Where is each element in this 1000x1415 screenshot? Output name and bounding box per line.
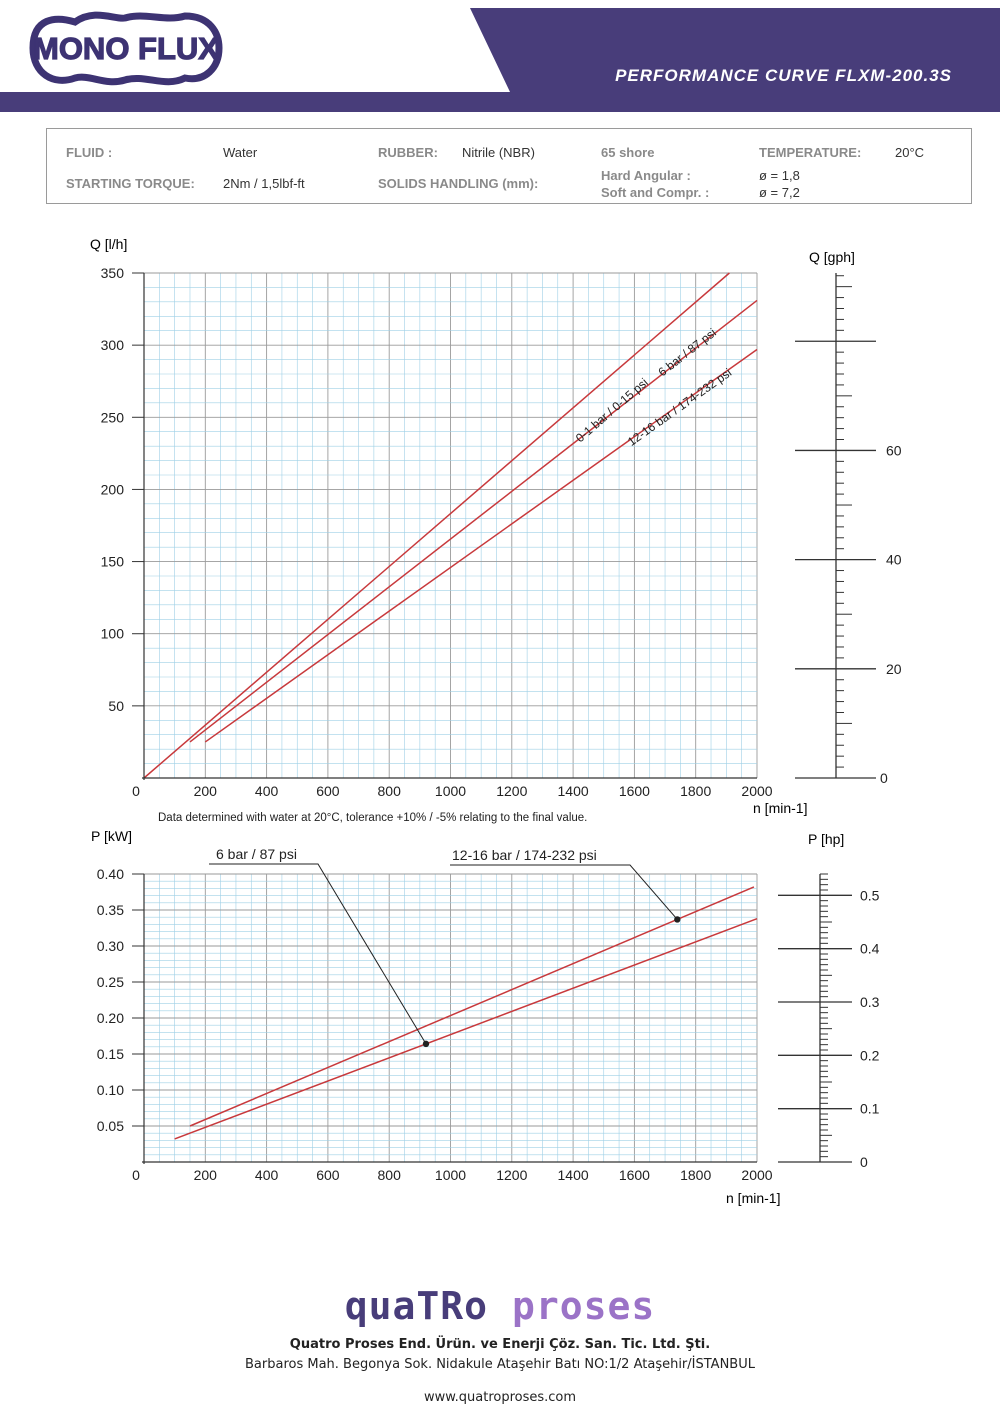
y-tick-label: 300 bbox=[101, 337, 125, 353]
y-tick-label: 350 bbox=[101, 265, 125, 281]
secondary-axis-label: P [hp] bbox=[808, 831, 844, 847]
x-tick-label: 1400 bbox=[558, 1167, 589, 1183]
rubber-value: Nitrile (NBR) bbox=[462, 145, 535, 160]
brand-name: MONO FLUX bbox=[33, 31, 219, 66]
x-tick-label: 1600 bbox=[619, 1167, 650, 1183]
y-tick-label: 0.20 bbox=[97, 1010, 124, 1026]
callout-label: 12-16 bar / 174-232 psi bbox=[452, 847, 597, 863]
y-tick-label: 0.10 bbox=[97, 1082, 124, 1098]
x-tick-label: 200 bbox=[194, 1167, 218, 1183]
callout-label: 6 bar / 87 psi bbox=[216, 846, 297, 862]
mono-flux-logo: MONO FLUX bbox=[29, 11, 223, 86]
secondary-tick-label: 0.2 bbox=[860, 1047, 880, 1063]
header-banner bbox=[0, 8, 1000, 112]
torque-label: STARTING TORQUE: bbox=[66, 176, 195, 191]
x-tick-label: 1200 bbox=[496, 783, 527, 799]
x-tick-label: 400 bbox=[255, 1167, 279, 1183]
hard-angular-label: Hard Angular : bbox=[601, 168, 691, 183]
power-chart: 0 200 400 600 800 1000 1200 1400 1600 1800 2000 0.0… bbox=[91, 828, 880, 1206]
x-tick-label: 1400 bbox=[558, 783, 589, 799]
y-tick-label: 0.15 bbox=[97, 1046, 124, 1062]
x-tick-label: 200 bbox=[194, 783, 218, 799]
brand-part-a: quaTRo bbox=[344, 1284, 489, 1328]
test-note: Data determined with water at 20°C, tole… bbox=[158, 812, 588, 824]
x-tick-label: 600 bbox=[316, 1167, 340, 1183]
x-tick-label: 0 bbox=[132, 1167, 140, 1183]
flow-x-axis-label: n [min-1] bbox=[753, 800, 807, 816]
callout-dot bbox=[422, 1040, 430, 1048]
y-tick-label: 0.30 bbox=[97, 938, 124, 954]
callout-dot bbox=[674, 916, 681, 923]
x-tick-label: 2000 bbox=[741, 783, 772, 799]
secondary-tick-label: 0 bbox=[880, 770, 888, 786]
temperature-label: TEMPERATURE: bbox=[759, 145, 862, 160]
series-line-1 bbox=[189, 886, 755, 1127]
secondary-tick-label: 20 bbox=[886, 661, 902, 677]
brand-part-b: proses bbox=[511, 1284, 656, 1328]
secondary-tick-label: 0.1 bbox=[860, 1101, 880, 1117]
y-tick-label: 0.40 bbox=[97, 866, 124, 882]
y-tick-label: 200 bbox=[101, 481, 125, 497]
power-y-axis-label: P [kW] bbox=[91, 828, 132, 844]
y-tick-label: 250 bbox=[101, 409, 125, 425]
series-line-3 bbox=[204, 348, 758, 743]
fluid-value: Water bbox=[223, 145, 258, 160]
x-tick-label: 800 bbox=[378, 1167, 402, 1183]
rubber-label: RUBBER: bbox=[378, 145, 438, 160]
callout-leader-line bbox=[209, 863, 427, 1045]
x-tick-label: 1200 bbox=[496, 1167, 527, 1183]
secondary-tick-label: 0.3 bbox=[860, 994, 880, 1010]
fluid-label: FLUID : bbox=[66, 145, 113, 160]
y-tick-label: 50 bbox=[108, 698, 124, 714]
torque-value: 2Nm / 1,5lbf-ft bbox=[223, 176, 305, 191]
website-link[interactable]: www.quatroproses.com bbox=[423, 1390, 577, 1405]
flow-y-axis-label: Q [l/h] bbox=[90, 236, 127, 252]
spec-box: FLUID : Water RUBBER: Nitrile (NBR) 65 s… bbox=[46, 128, 972, 204]
x-tick-label: 0 bbox=[132, 783, 140, 799]
power-x-axis-label: n [min-1] bbox=[726, 1190, 780, 1206]
x-tick-label: 400 bbox=[255, 783, 279, 799]
series-line-2 bbox=[189, 299, 758, 743]
secondary-axis-label: Q [gph] bbox=[809, 249, 855, 265]
x-tick-label: 1000 bbox=[435, 1167, 466, 1183]
series-line-2 bbox=[174, 917, 758, 1140]
shore-value: 65 shore bbox=[601, 145, 655, 160]
x-tick-label: 1600 bbox=[619, 783, 650, 799]
y-tick-label: 0.25 bbox=[97, 974, 124, 990]
page-title: PERFORMANCE CURVE FLXM-200.3S bbox=[615, 66, 952, 85]
hard-angular-value: ø = 1,8 bbox=[759, 168, 800, 183]
y-tick-label: 150 bbox=[101, 554, 125, 570]
series-line-1 bbox=[143, 272, 730, 779]
x-tick-label: 800 bbox=[378, 783, 402, 799]
solids-label: SOLIDS HANDLING (mm): bbox=[378, 176, 539, 191]
x-tick-label: 600 bbox=[316, 783, 340, 799]
secondary-tick-label: 0.5 bbox=[860, 887, 880, 903]
x-tick-label: 1000 bbox=[435, 783, 466, 799]
secondary-tick-label: 0 bbox=[860, 1154, 868, 1170]
x-tick-label: 1800 bbox=[680, 783, 711, 799]
soft-compr-label: Soft and Compr. : bbox=[601, 185, 710, 200]
y-tick-label: 0.35 bbox=[97, 902, 124, 918]
company-address: Barbaros Mah. Begonya Sok. Nidakule Ataş… bbox=[245, 1357, 755, 1372]
secondary-tick-label: 40 bbox=[886, 552, 902, 568]
callout-leader-line bbox=[450, 864, 678, 920]
soft-compr-value: ø = 7,2 bbox=[759, 185, 800, 200]
y-tick-label: 0.05 bbox=[97, 1118, 124, 1134]
y-tick-label: 100 bbox=[101, 626, 125, 642]
x-tick-label: 2000 bbox=[741, 1167, 772, 1183]
footer-brand-logo: quaTRo proses bbox=[0, 1284, 1000, 1328]
x-tick-label: 1800 bbox=[680, 1167, 711, 1183]
secondary-tick-label: 0.4 bbox=[860, 941, 880, 957]
secondary-tick-label: 60 bbox=[886, 442, 902, 458]
temperature-value: 20°C bbox=[895, 145, 925, 160]
company-name: Quatro Proses End. Ürün. ve Enerji Çöz. … bbox=[289, 1337, 711, 1352]
